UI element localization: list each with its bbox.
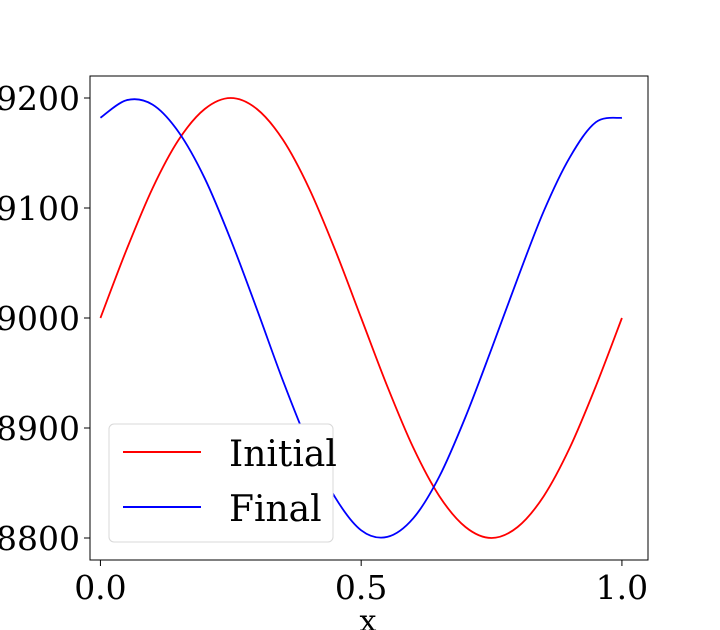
y-tick-label: 9100 bbox=[0, 189, 80, 228]
tick-group: 0.0 0.5 1.0 8800 8900 9000 9100 9200 bbox=[0, 79, 648, 607]
y-tick-label: 9200 bbox=[0, 79, 80, 118]
x-tick-label: 0.5 bbox=[335, 568, 387, 607]
y-tick-label: 8900 bbox=[0, 409, 80, 448]
legend: Initial Final bbox=[108, 423, 337, 543]
legend-label-initial: Initial bbox=[229, 434, 337, 475]
y-tick-label: 8800 bbox=[0, 519, 80, 558]
y-tick-label: 9000 bbox=[0, 299, 80, 338]
legend-label-final: Final bbox=[229, 489, 322, 530]
legend-box bbox=[108, 423, 334, 543]
series-line-initial bbox=[99, 97, 623, 539]
x-axis-label: x bbox=[360, 604, 377, 630]
series-line-final bbox=[99, 98, 623, 539]
x-tick-label: 1.0 bbox=[596, 568, 648, 607]
x-tick-label: 0.0 bbox=[74, 568, 126, 607]
series-lines bbox=[99, 97, 623, 539]
